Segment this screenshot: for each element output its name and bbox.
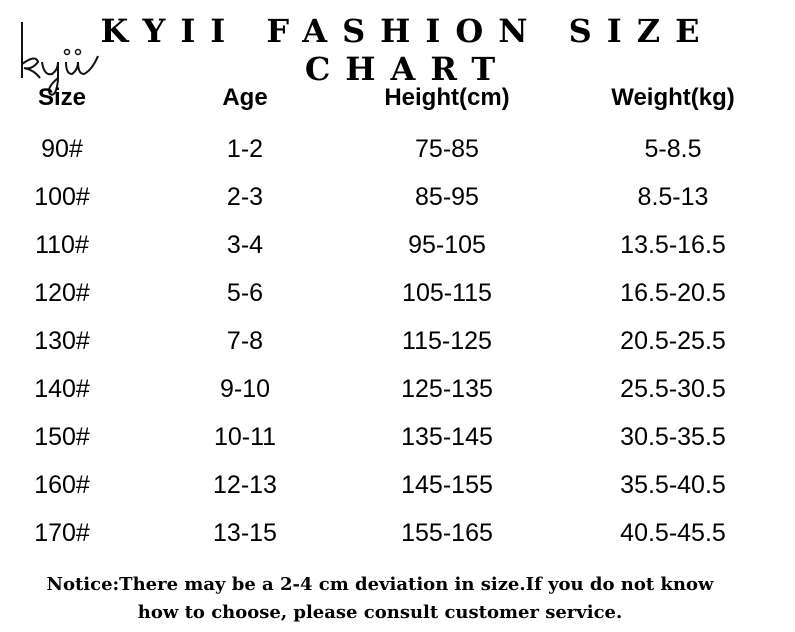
table-cell: 150#: [34, 423, 90, 451]
column-header: Size: [37, 84, 87, 111]
column-header: Height(cm): [384, 84, 510, 111]
table-cell: 110#: [35, 231, 89, 259]
table-cell: 16.5-20.5: [620, 279, 726, 307]
column-header: Age: [222, 84, 268, 111]
table-cell: 9-10: [219, 375, 271, 403]
chart-title: KYII FASHION SIZE CHART: [100, 12, 715, 88]
table-cell: 85-95: [415, 183, 479, 211]
table-cell: 145-155: [401, 471, 493, 499]
table-cell: 10-11: [213, 423, 277, 451]
table-cell: 125-135: [401, 375, 493, 403]
table-cell: 100#: [34, 183, 90, 211]
table-cell: 2-3: [226, 183, 264, 211]
table-cell: 8.5-13: [637, 183, 709, 211]
table-cell: 90#: [41, 135, 83, 163]
table-cell: 135-145: [401, 423, 493, 451]
table-cell: 20.5-25.5: [620, 327, 726, 355]
table-cell: 140#: [34, 375, 90, 403]
table-cell: 30.5-35.5: [620, 423, 726, 451]
table-cell: 105-115: [402, 279, 492, 307]
table-cell: 40.5-45.5: [620, 519, 726, 547]
notice-line-2: how to choose, please consult customer s…: [137, 602, 623, 623]
table-cell: 13.5-16.5: [620, 231, 726, 259]
table-cell: 170#: [34, 519, 90, 547]
kyii-logo: [21, 22, 99, 96]
table-cell: 95-105: [408, 231, 486, 259]
table-cell: 12-13: [213, 471, 277, 499]
column-header: Weight(kg): [611, 84, 735, 111]
table-cell: 155-165: [401, 519, 493, 547]
table-cell: 115-125: [402, 327, 492, 355]
table-cell: 25.5-30.5: [620, 375, 726, 403]
table-cell: 13-15: [213, 519, 277, 547]
table-cell: 7-8: [226, 327, 264, 355]
notice-line-1: Notice:There may be a 2-4 cm deviation i…: [46, 574, 714, 595]
table-cell: 75-85: [415, 135, 479, 163]
table-cell: 1-2: [226, 135, 264, 163]
table-cell: 120#: [34, 279, 90, 307]
table-cell: 5-8.5: [644, 135, 702, 163]
table-cell: 160#: [34, 471, 90, 499]
table-cell: 130#: [34, 327, 90, 355]
table-cell: 5-6: [226, 279, 264, 307]
table-cell: 35.5-40.5: [620, 471, 726, 499]
table-cell: 3-4: [226, 231, 264, 259]
